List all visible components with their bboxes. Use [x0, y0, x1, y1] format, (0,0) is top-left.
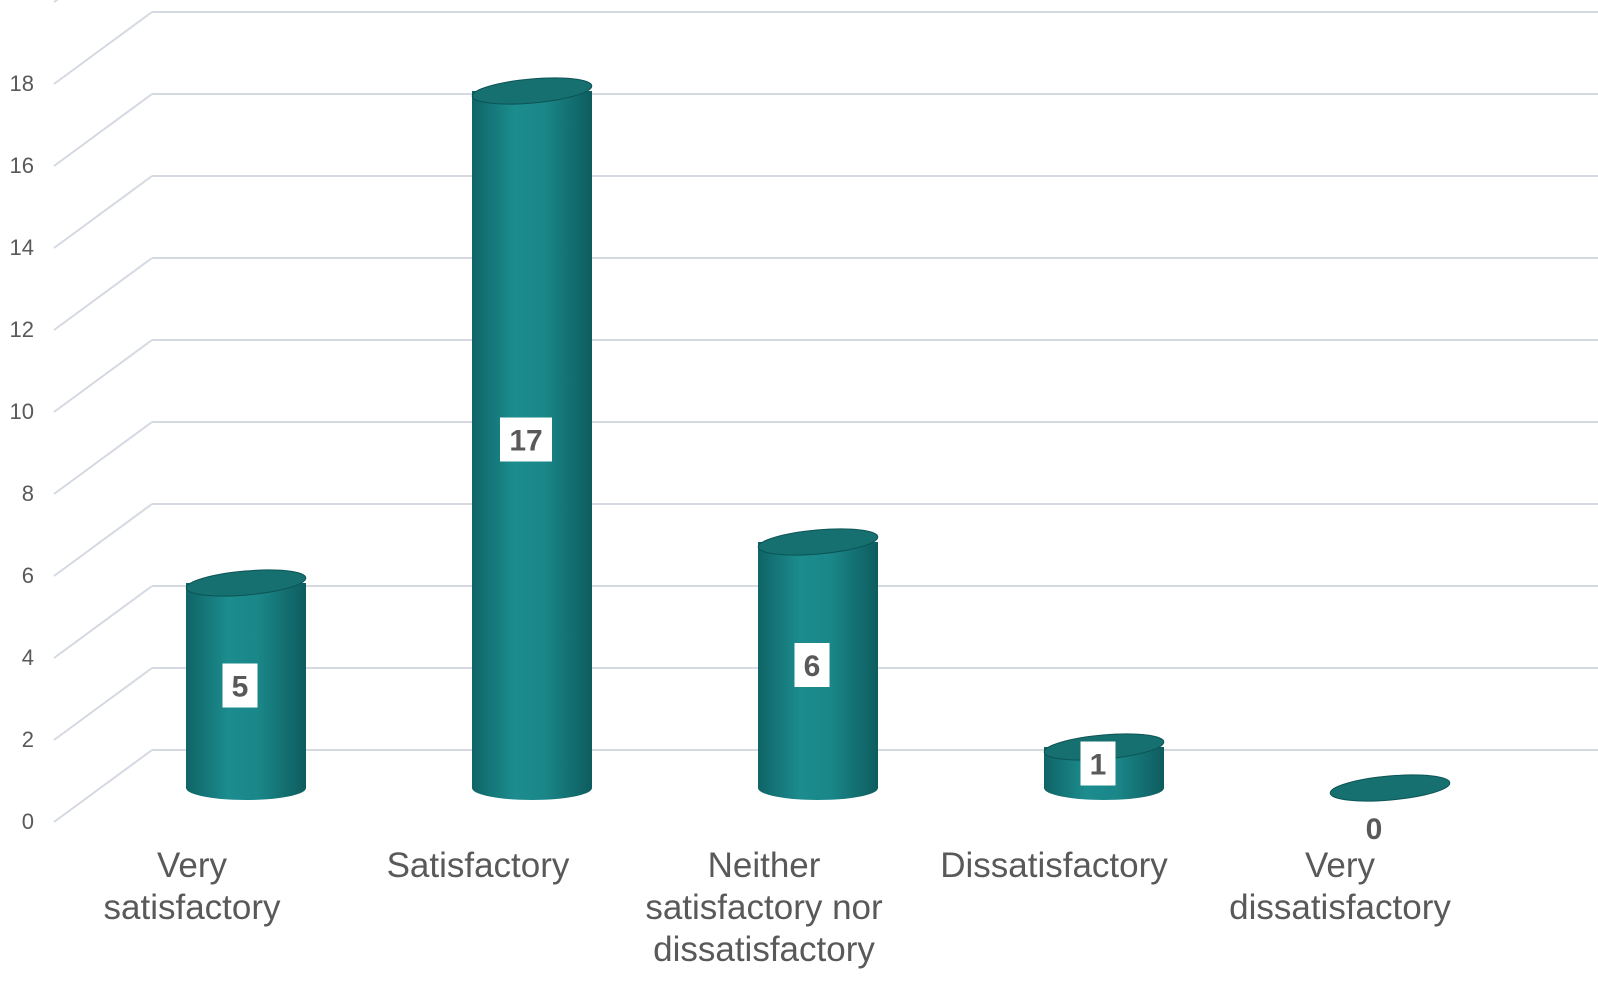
bar-top	[471, 77, 593, 105]
x-tick-label: Very dissatisfactory	[1229, 846, 1451, 927]
data-label-box	[222, 663, 258, 708]
bar: 6	[757, 528, 879, 800]
bar: 1	[1043, 733, 1165, 800]
y-tick-label: 4	[22, 645, 34, 670]
x-tick-label: Satisfactory	[387, 846, 570, 885]
gridline-diagonal	[53, 93, 153, 167]
gridline-diagonal	[53, 175, 153, 249]
bar-top	[185, 569, 307, 597]
y-tick-label: 6	[22, 563, 34, 588]
data-label: 1	[1090, 749, 1107, 782]
x-tick-label: Very satisfactory	[104, 846, 281, 927]
y-tick-label: 10	[10, 399, 34, 424]
gridline-diagonal	[53, 339, 153, 413]
y-tick-label: 16	[10, 153, 34, 178]
gridline-diagonal	[53, 257, 153, 331]
gridline-diagonal	[53, 11, 153, 85]
bar: 5	[185, 569, 307, 800]
bar-top	[757, 528, 879, 556]
y-tick-label: 14	[10, 235, 34, 260]
data-label-box	[500, 417, 552, 462]
gridline-diagonal	[53, 585, 153, 659]
gridline-diagonal	[53, 749, 153, 823]
x-tick-label: Dissatisfactory	[940, 846, 1168, 885]
data-label-box	[794, 643, 830, 687]
bar-top	[1329, 774, 1451, 802]
y-tick-label: 0	[22, 809, 34, 834]
y-tick-label: 8	[22, 481, 34, 506]
category-labels: Very satisfactory Satisfactory Neither satis…	[104, 846, 1452, 969]
data-label: 0	[1366, 813, 1383, 846]
data-label-box	[1080, 741, 1116, 786]
y-tick-label: 12	[10, 317, 34, 342]
gridline-diagonal	[53, 421, 153, 495]
bar: 0	[1329, 774, 1451, 846]
data-label: 5	[232, 671, 249, 704]
gridline-diagonal	[53, 667, 153, 741]
bar: 17	[471, 77, 593, 800]
data-label: 6	[804, 650, 821, 683]
x-tick-label: Neither satisfactory nor dissatisfactory	[645, 846, 883, 969]
gridline-diagonal	[53, 0, 59, 3]
data-label: 17	[509, 425, 542, 458]
y-tick-label: 2	[22, 727, 34, 752]
gridline-diagonal	[53, 503, 153, 577]
y-tick-label: 18	[10, 71, 34, 96]
bars: 5 17 6 1 0	[185, 77, 1451, 846]
y-axis: 0 2 4 6 8 10 12 14 16 18	[10, 71, 34, 834]
